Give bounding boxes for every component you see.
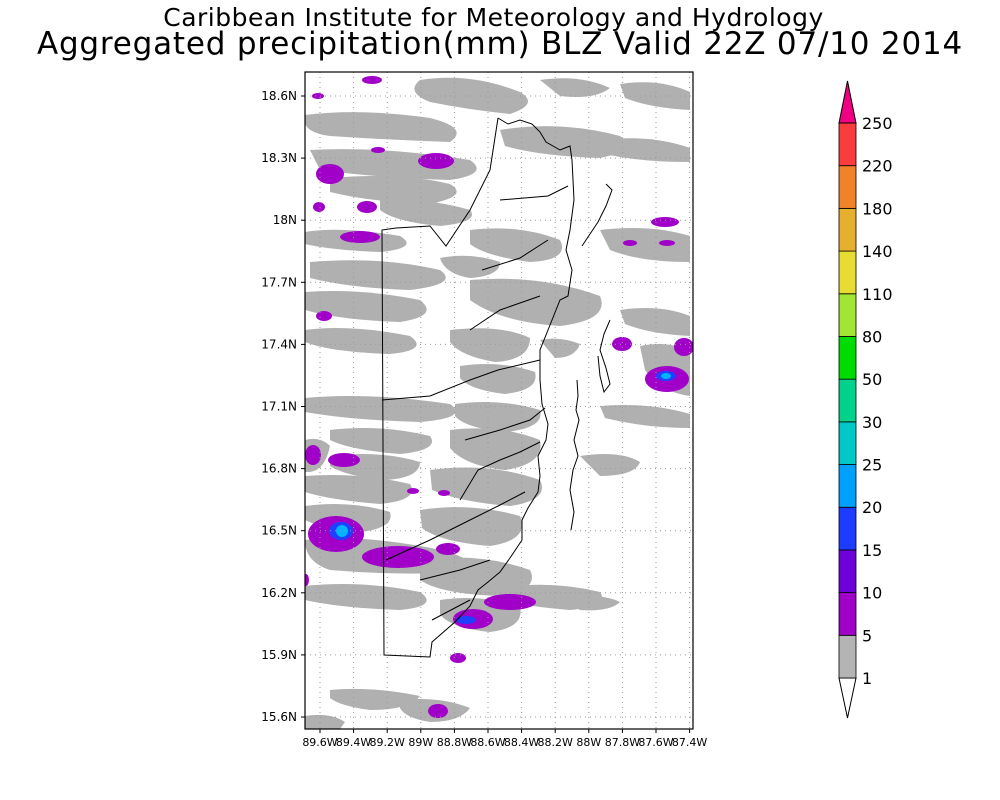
colorbar-level-label: 30	[862, 413, 882, 432]
colorbar-level-label: 110	[862, 285, 893, 304]
colorbar-segment	[838, 122, 857, 167]
colorbar-level-label: 25	[862, 456, 882, 475]
lat-label: 16.8N	[261, 462, 297, 476]
colorbar-segment	[838, 634, 857, 679]
lat-label: 18N	[273, 213, 297, 227]
lat-label: 15.9N	[261, 648, 297, 662]
colorbar-segment	[838, 464, 857, 508]
colorbar-level-label: 15	[862, 541, 882, 560]
lon-label: 88.6W	[470, 736, 505, 749]
lon-label: 88.8W	[437, 736, 472, 749]
lon-label: 87.4W	[672, 736, 707, 749]
colorbar	[838, 80, 857, 719]
latitude-labels: 18.6N 18.3N 18N 17.7N 17.4N 17.1N 16.8N 16.5N 16…	[261, 89, 305, 724]
precipitation-field	[305, 72, 693, 729]
precip-very-heavy-cores	[336, 373, 671, 537]
colorbar-segment	[838, 293, 857, 337]
cayes	[569, 183, 613, 531]
precip-light-areas	[305, 77, 690, 729]
institution-title: Caribbean Institute for Meteorology and …	[163, 3, 824, 32]
colorbar-level-label: 220	[862, 157, 893, 176]
lon-label: 89.4W	[336, 736, 371, 749]
colorbar-level-label: 250	[862, 114, 893, 133]
product-title: Aggregated precipitation(mm) BLZ Valid 2…	[36, 26, 964, 62]
colorbar-segment	[838, 506, 857, 551]
colorbar-over-triangle	[838, 80, 857, 124]
lat-label: 16.5N	[261, 524, 297, 538]
lat-label: 17.1N	[261, 400, 297, 414]
country-boundaries	[381, 117, 613, 658]
colorbar-level-label: 50	[862, 370, 882, 389]
colorbar-level-label: 5	[862, 626, 872, 645]
precip-moderate-areas	[305, 76, 693, 718]
colorbar-level-label: 180	[862, 199, 893, 218]
colorbar-segment	[838, 421, 857, 465]
colorbar-level-label: 1	[862, 669, 872, 688]
colorbar-segment	[838, 336, 857, 380]
lat-label: 18.3N	[261, 151, 297, 165]
map-frame	[304, 71, 694, 730]
lon-label: 87.6W	[638, 736, 673, 749]
colorbar-level-label: 80	[862, 327, 882, 346]
colorbar-under-triangle	[838, 677, 857, 719]
colorbar-segment	[838, 592, 857, 636]
lat-label: 17.4N	[261, 337, 297, 351]
colorbar-level-label: 20	[862, 498, 882, 517]
colorbar-segment	[838, 378, 857, 423]
lon-label: 89.2W	[370, 736, 405, 749]
lat-label: 18.6N	[261, 89, 297, 103]
lon-label: 88W	[576, 736, 601, 749]
colorbar-segment	[838, 165, 857, 209]
colorbar-level-label: 140	[862, 242, 893, 261]
colorbar-segment	[838, 250, 857, 295]
lat-label: 17.7N	[261, 275, 297, 289]
lat-label: 15.6N	[261, 710, 297, 724]
lat-label: 16.2N	[261, 586, 297, 600]
mexico-border	[395, 117, 499, 247]
colorbar-level-label: 10	[862, 584, 882, 603]
lon-label: 88.4W	[504, 736, 539, 749]
colorbar-segment	[838, 549, 857, 594]
lon-label: 89.6W	[302, 736, 337, 749]
lon-label: 88.2W	[538, 736, 573, 749]
western-border	[381, 117, 575, 658]
lon-label: 89W	[408, 736, 433, 749]
lon-label: 87.8W	[605, 736, 640, 749]
district-lines	[381, 185, 569, 621]
colorbar-segment	[838, 207, 857, 252]
